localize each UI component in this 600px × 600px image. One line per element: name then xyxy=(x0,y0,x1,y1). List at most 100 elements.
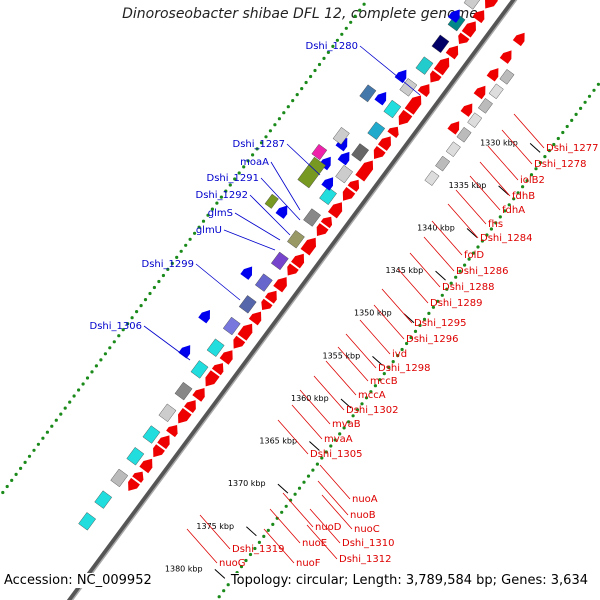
gene-red-39 xyxy=(128,477,140,491)
gc-dot-outer xyxy=(297,486,302,490)
gene-box-4-box xyxy=(399,78,418,97)
gc-dot-inner xyxy=(286,105,290,109)
label-right-mccA-leader xyxy=(325,360,357,396)
gene-box-15 xyxy=(222,316,241,336)
gene-red-27-arrow xyxy=(233,335,246,349)
gc-dot-outer xyxy=(583,100,587,104)
gene-box-21 xyxy=(126,447,145,466)
gene-outer-right-3 xyxy=(467,112,483,129)
gene-dshi1280-box-box xyxy=(359,84,377,103)
gc-dot-outer xyxy=(360,402,364,406)
gc-dot-outer xyxy=(512,197,516,201)
gc-dot-inner xyxy=(77,388,81,392)
gc-dot-outer xyxy=(436,299,440,303)
label-left-Dshi_1299-leader xyxy=(195,263,241,301)
gene-box-0 xyxy=(463,0,482,10)
gc-dot-inner xyxy=(59,412,63,416)
gene-red-36 xyxy=(153,444,165,458)
tick-label-0: 1330 kbp xyxy=(480,138,518,147)
gc-dot-inner xyxy=(130,316,134,320)
label-right-nuoA: nuoA xyxy=(352,494,378,505)
gene-red-17 xyxy=(320,216,333,229)
label-right-nuoE: nuoE xyxy=(302,538,327,549)
gc-dot-inner xyxy=(5,484,9,489)
gc-dot-outer xyxy=(556,136,560,141)
gc-dot-outer xyxy=(521,185,525,189)
gc-dot-inner xyxy=(121,328,125,332)
gc-dot-outer xyxy=(324,450,328,454)
gc-dot-inner xyxy=(10,478,14,482)
label-right-ivd: ivd xyxy=(392,349,407,360)
gc-dot-outer xyxy=(333,438,337,442)
gc-dot-inner xyxy=(72,394,76,398)
gene-outer-right-4 xyxy=(456,126,472,143)
gc-dot-inner xyxy=(349,20,353,24)
label-right-fdhA-leader xyxy=(469,175,501,211)
gc-dot-outer xyxy=(387,366,391,370)
gc-dot-outer xyxy=(440,293,444,297)
label-left-Dshi_1306-leader xyxy=(143,325,191,361)
gene-red-outer-3 xyxy=(473,85,486,100)
label-right-Dshi_1288: Dshi_1288 xyxy=(442,282,494,293)
gene-red-4-arrow xyxy=(445,45,459,60)
gc-dot-inner xyxy=(99,358,103,362)
gene-box-0-box xyxy=(463,0,482,10)
gc-dot-outer xyxy=(422,317,427,321)
gc-dot-inner xyxy=(251,153,255,157)
gc-dot-outer xyxy=(306,474,311,478)
gene-red-7 xyxy=(417,84,430,98)
gc-dot-inner xyxy=(362,2,366,6)
accession-text: Accession: NC_009952 xyxy=(4,573,152,588)
gc-dot-inner xyxy=(300,87,304,91)
label-right-Dshi_1305-leader xyxy=(277,419,309,455)
gene-red-outer-4 xyxy=(460,103,473,117)
gene-box-22 xyxy=(110,468,129,488)
gc-dot-inner xyxy=(1,490,5,495)
gene-box-17-box xyxy=(190,360,209,379)
gc-dot-inner xyxy=(201,219,206,223)
label-right-mccB: mccB xyxy=(370,376,398,387)
gene-blue-0 xyxy=(447,9,460,23)
label-right-fdhA: fdhA xyxy=(502,205,525,216)
gene-red-7-arrow xyxy=(417,84,430,98)
label-right-mccA: mccA xyxy=(358,390,386,401)
gene-box-14-box xyxy=(238,295,257,314)
gc-dot-outer xyxy=(471,251,476,255)
gc-dot-inner xyxy=(161,273,165,278)
label-right-Dshi_1319: Dshi_1319 xyxy=(232,544,284,555)
gene-red-38-arrow xyxy=(132,471,144,483)
label-right-nuoC: nuoC xyxy=(354,524,380,535)
gene-outer-right-6-box xyxy=(435,155,451,172)
gene-red-outer-2-arrow xyxy=(486,68,499,82)
gene-box-11 xyxy=(287,230,305,249)
label-left-Dshi_1287-leader xyxy=(286,143,321,176)
gene-red-9 xyxy=(398,109,413,126)
gc-dot-outer xyxy=(284,504,288,508)
label-right-folD: folD xyxy=(464,250,484,261)
label-left-moaA: moaA xyxy=(240,157,269,168)
gc-dot-outer xyxy=(467,257,471,261)
gc-dot-inner xyxy=(50,424,54,428)
label-left-glmS: glmS xyxy=(208,208,233,219)
gene-red-6 xyxy=(430,70,442,83)
gene-red-20 xyxy=(291,253,305,269)
gc-dot-outer xyxy=(489,227,493,231)
gc-dot-inner xyxy=(54,418,58,422)
label-left-Dshi_1299: Dshi_1299 xyxy=(142,259,194,270)
gene-moaA-box-box xyxy=(311,143,328,161)
gene-red-30 xyxy=(205,370,220,387)
gene-box-8-box xyxy=(335,164,354,184)
gc-dot-outer xyxy=(347,420,351,424)
gc-dot-outer xyxy=(266,528,270,533)
gc-dot-outer xyxy=(396,354,400,358)
gc-dot-inner xyxy=(295,93,299,97)
gene-blue-9-arrow xyxy=(198,310,210,324)
gene-outer-right-6 xyxy=(435,155,451,172)
gene-blue-6 xyxy=(321,177,334,191)
gc-dot-outer xyxy=(315,462,319,466)
label-right-folD-leader xyxy=(431,220,463,256)
gc-dot-outer xyxy=(445,287,449,291)
map-title: Dinoroseobacter shibae DFL 12, complete … xyxy=(122,6,478,22)
label-right-Dshi_1278: Dshi_1278 xyxy=(534,159,586,170)
gc-dot-inner xyxy=(219,195,223,199)
